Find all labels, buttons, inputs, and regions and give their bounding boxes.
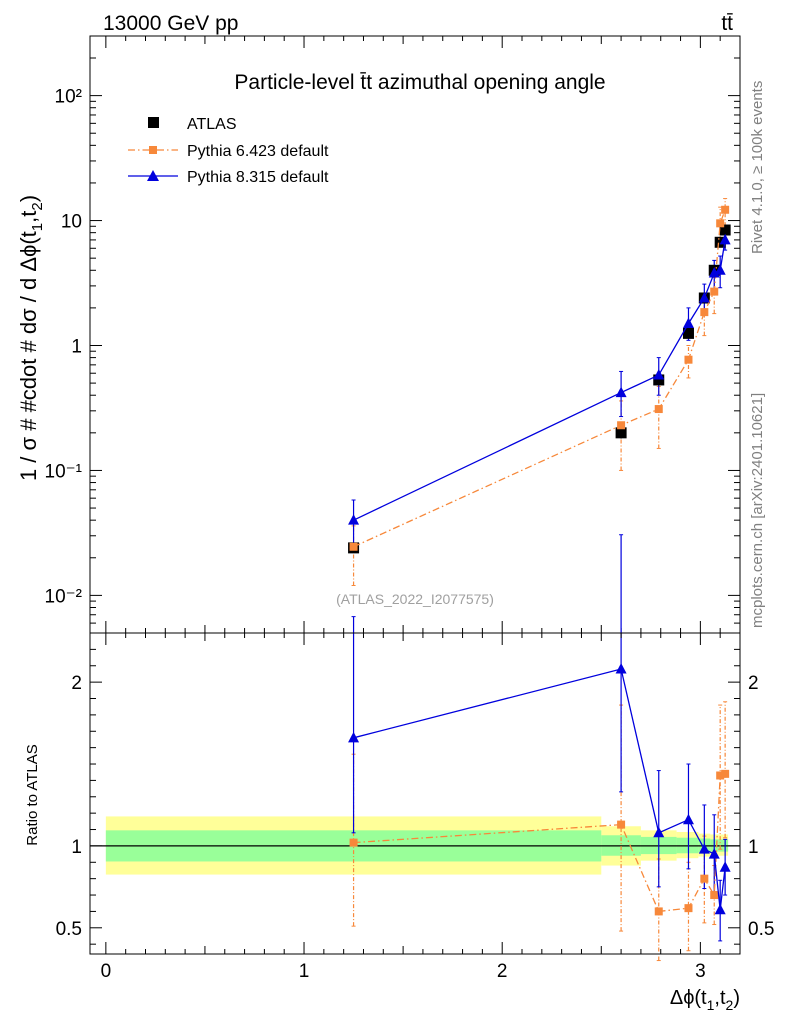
ratio-pythia8-point — [719, 861, 731, 872]
ratio-y-tick-label-right: 2 — [748, 673, 759, 694]
main-y-tick-label: 10⁻¹ — [45, 461, 83, 482]
main-y-tick-label: 10² — [55, 87, 82, 108]
pythia6-point — [684, 355, 693, 364]
pythia6-line — [353, 209, 726, 548]
rivet-label: Rivet 4.1.0, ≥ 100k events — [749, 81, 766, 254]
pythia8-line — [353, 239, 726, 521]
ratio-pythia6-line — [353, 773, 726, 913]
pythia6-point — [721, 205, 730, 214]
ratio-pythia6-point — [617, 820, 626, 829]
legend-item-atlas: ATLAS — [148, 116, 237, 133]
ratio-pythia8-point — [615, 663, 627, 674]
atlas-point — [682, 327, 694, 339]
ratio-y-tick-label: 0.5 — [56, 919, 82, 940]
atlas-point — [719, 224, 731, 236]
ratio-plot-content — [90, 534, 740, 962]
legend-atlas-label: ATLAS — [187, 116, 237, 133]
ratio-x-tick-label: 3 — [695, 961, 706, 982]
ratio-pythia6-point — [700, 874, 709, 883]
ratio-pythia6-point — [684, 904, 693, 913]
ratio-panel: 0.5 0.5 1 1 2 2 0 1 2 3 Ratio to ATLAS Δϕ(t1,t2) — [24, 534, 774, 1013]
atlas-point — [653, 374, 665, 386]
svg-text:1 / σ # #cdot # dσ / d Δϕ(t1,t: 1 / σ # #cdot # dσ / d Δϕ(t1,t2) — [16, 195, 46, 481]
ratio-y-axis-label: Ratio to ATLAS — [24, 744, 41, 845]
ratio-x-tick-label: 1 — [299, 961, 310, 982]
ratio-pythia6-point — [710, 891, 719, 900]
main-y-axis-label: 1 / σ # #cdot # dσ / d Δϕ(t1,t2) — [16, 195, 46, 481]
pythia8-point — [653, 369, 665, 380]
ratio-y-tick-label-right: 0.5 — [748, 919, 774, 940]
pythia6-point — [349, 542, 358, 551]
main-plot-content — [348, 198, 731, 586]
mcplots-label: mcplots.cern.ch [arXiv:2401.10621] — [749, 393, 766, 628]
pythia8-point — [719, 233, 731, 245]
ratio-y-tick-label: 1 — [71, 837, 82, 858]
ratio-pythia8-point — [653, 826, 665, 838]
main-y-axis: 10⁻² 10⁻¹ 1 10 10² — [45, 35, 740, 634]
legend-pythia6-label: Pythia 6.423 default — [187, 143, 329, 160]
pythia8-point — [615, 386, 627, 398]
ratio-frame — [89, 632, 741, 955]
atlas-point — [615, 427, 627, 439]
ratio-pythia8-line — [353, 668, 726, 910]
ratio-pythia8-point — [348, 731, 360, 743]
pythia6-point — [716, 219, 725, 228]
pythia8-point — [348, 514, 360, 525]
main-y-tick-label: 10 — [61, 212, 82, 233]
pythia6-point — [710, 287, 719, 296]
ratio-pythia8-point — [708, 848, 720, 859]
ratio-y-tick-label-right: 1 — [748, 837, 759, 858]
ratio-x-tick-label: 2 — [497, 961, 508, 982]
pythia6-point — [654, 405, 663, 414]
atlas-point — [714, 236, 726, 248]
ratio-pythia8-point — [714, 903, 726, 915]
legend-pythia6-marker — [149, 146, 157, 154]
legend-atlas-marker — [148, 117, 159, 128]
ratio-pythia6-point — [349, 838, 358, 847]
pythia8-point — [682, 317, 694, 328]
pythia6-point — [700, 308, 709, 317]
legend-pythia8-marker — [147, 170, 159, 181]
ratio-pythia6-point — [716, 771, 725, 780]
ratio-pythia6-point — [721, 769, 730, 778]
watermark: (ATLAS_2022_I2077575) — [336, 591, 494, 607]
ratio-pythia8-point — [698, 843, 710, 854]
ratio-pythia6-point — [654, 907, 663, 916]
ratio-x-tick-label: 0 — [101, 961, 112, 982]
ratio-y-axis: 0.5 0.5 1 1 2 2 — [56, 632, 774, 945]
main-title: Particle-level t̄t azimuthal opening ang… — [234, 71, 605, 94]
main-panel: 10⁻² 10⁻¹ 1 10 10² Particle-level t̄t azimut… — [16, 35, 741, 634]
pythia8-point — [698, 291, 710, 303]
main-y-tick-label: 1 — [71, 337, 82, 358]
x-axis-label: Δϕ(t1,t2) — [670, 987, 740, 1013]
ratio-y-tick-label: 2 — [71, 673, 82, 694]
legend-item-pythia8: Pythia 8.315 default — [128, 169, 329, 186]
process-label: tt̄ — [721, 12, 733, 35]
energy-label: 13000 GeV pp — [103, 12, 238, 35]
ratio-pythia8-point — [682, 813, 694, 825]
legend: ATLAS Pythia 6.423 default Pythia 8.315 … — [128, 116, 329, 186]
legend-item-pythia6: Pythia 6.423 default — [128, 143, 329, 160]
pythia6-point — [617, 421, 626, 430]
legend-pythia8-label: Pythia 8.315 default — [187, 169, 329, 186]
pythia8-point — [708, 267, 720, 278]
pythia8-point — [714, 264, 726, 275]
ratio-x-axis: 0 1 2 3 — [101, 633, 721, 982]
main-y-tick-label: 10⁻² — [45, 586, 83, 607]
